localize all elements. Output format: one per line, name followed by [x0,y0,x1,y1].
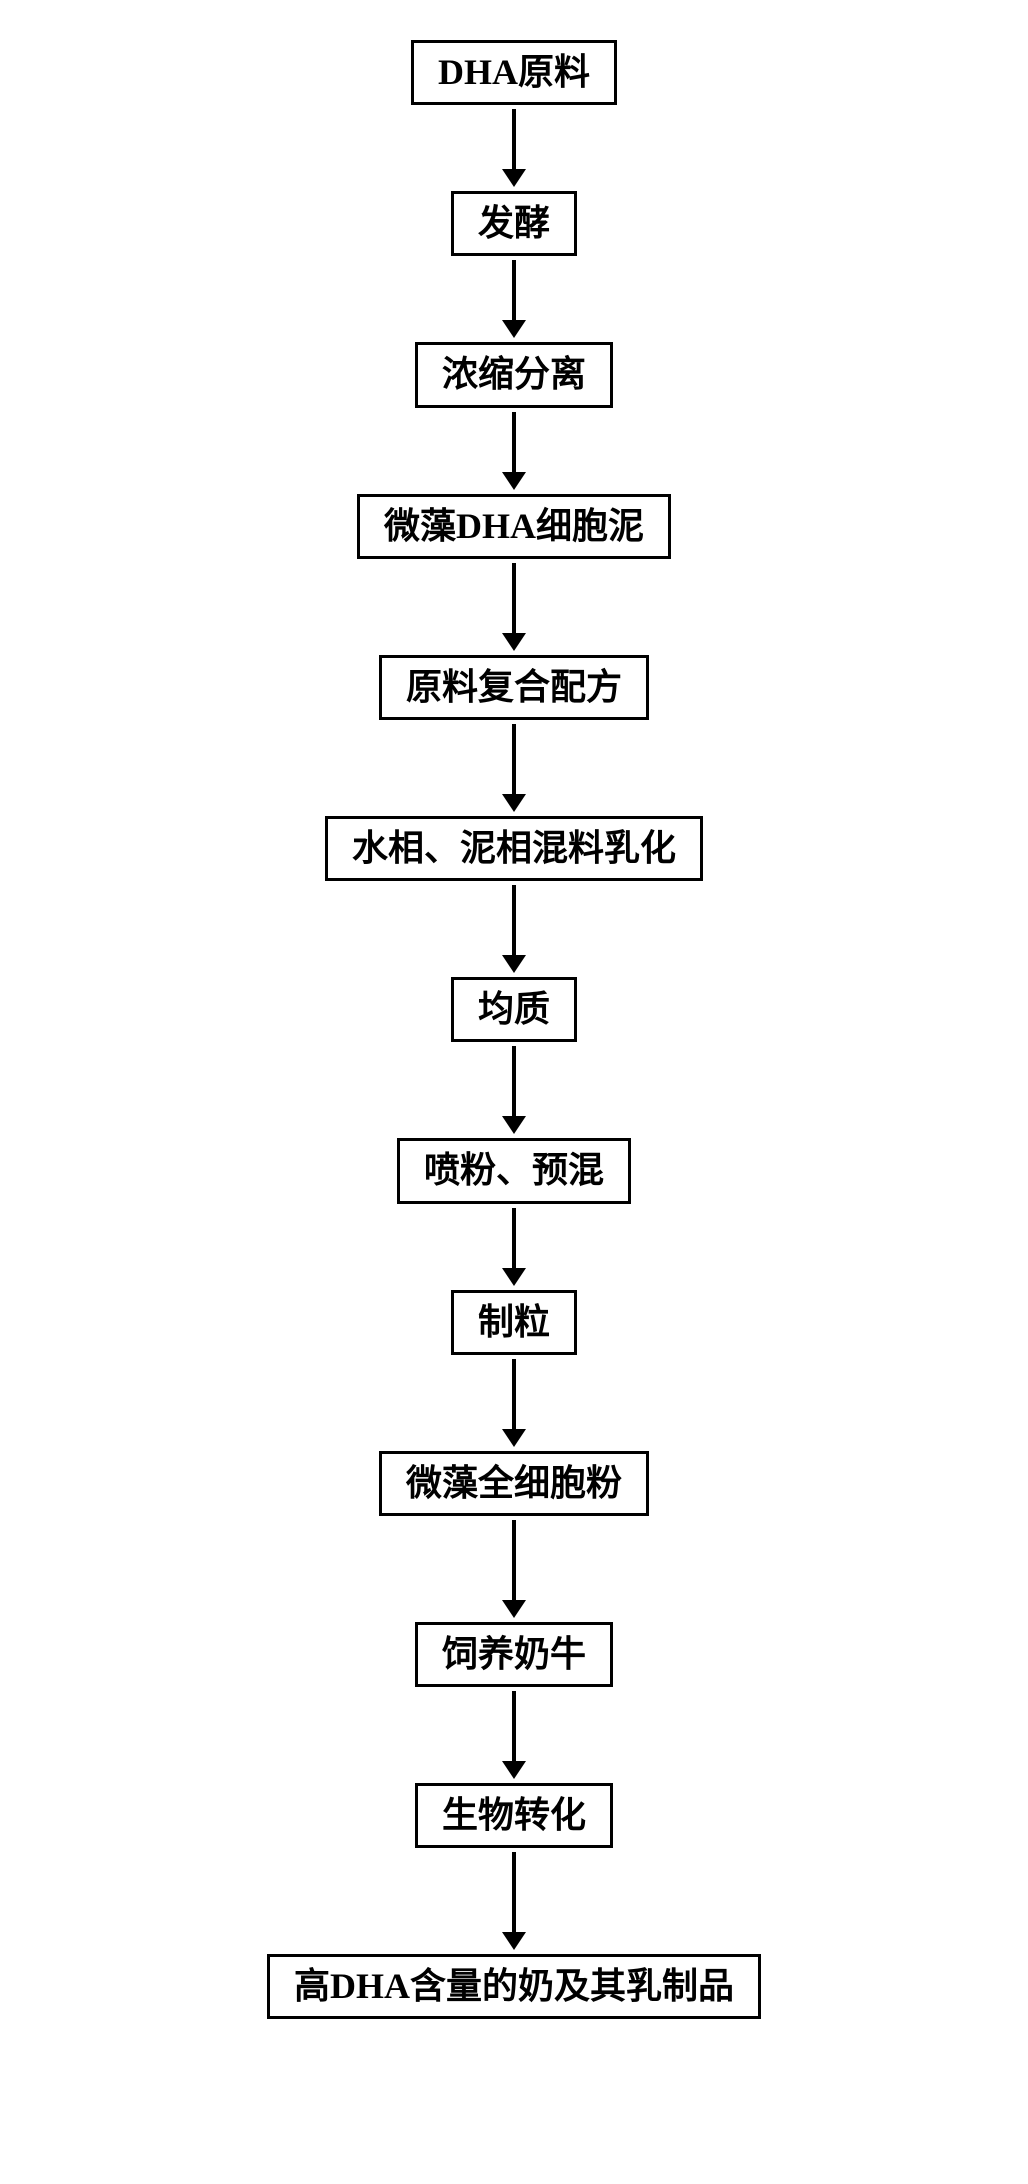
step-box: 饲养奶牛 [415,1622,613,1687]
step-box: 微藻DHA细胞泥 [357,494,671,559]
arrow-line [512,109,516,169]
arrow-line [512,1852,516,1932]
arrow-down-icon [502,724,526,812]
arrow-down-icon [502,109,526,187]
arrow-down-icon [502,563,526,651]
arrow-head-icon [502,1600,526,1618]
arrow-down-icon [502,1208,526,1286]
arrow-line [512,1359,516,1429]
arrow-head-icon [502,472,526,490]
arrow-down-icon [502,1520,526,1618]
arrow-down-icon [502,885,526,973]
step-box: 喷粉、预混 [397,1138,631,1203]
arrow-line [512,1046,516,1116]
arrow-down-icon [502,412,526,490]
arrow-head-icon [502,1932,526,1950]
step-box: 生物转化 [415,1783,613,1848]
arrow-line [512,1691,516,1761]
step-box: 水相、泥相混料乳化 [325,816,703,881]
arrow-head-icon [502,1268,526,1286]
arrow-down-icon [502,1359,526,1447]
arrow-down-icon [502,260,526,338]
arrow-head-icon [502,1116,526,1134]
arrow-head-icon [502,169,526,187]
step-box: DHA原料 [411,40,617,105]
step-box: 制粒 [451,1290,577,1355]
arrow-head-icon [502,955,526,973]
arrow-head-icon [502,1761,526,1779]
arrow-head-icon [502,633,526,651]
step-box: 高DHA含量的奶及其乳制品 [267,1954,761,2019]
arrow-head-icon [502,1429,526,1447]
arrow-line [512,1208,516,1268]
step-box: 均质 [451,977,577,1042]
arrow-line [512,724,516,794]
arrow-head-icon [502,320,526,338]
arrow-head-icon [502,794,526,812]
arrow-line [512,1520,516,1600]
step-box: 原料复合配方 [379,655,649,720]
arrow-line [512,885,516,955]
arrow-down-icon [502,1691,526,1779]
arrow-line [512,412,516,472]
arrow-line [512,563,516,633]
flowchart-container: DHA原料 发酵 浓缩分离 微藻DHA细胞泥 原料复合配方 水相、泥相混料乳化 … [267,40,761,2019]
step-box: 发酵 [451,191,577,256]
arrow-line [512,260,516,320]
step-box: 浓缩分离 [415,342,613,407]
arrow-down-icon [502,1046,526,1134]
step-box: 微藻全细胞粉 [379,1451,649,1516]
arrow-down-icon [502,1852,526,1950]
